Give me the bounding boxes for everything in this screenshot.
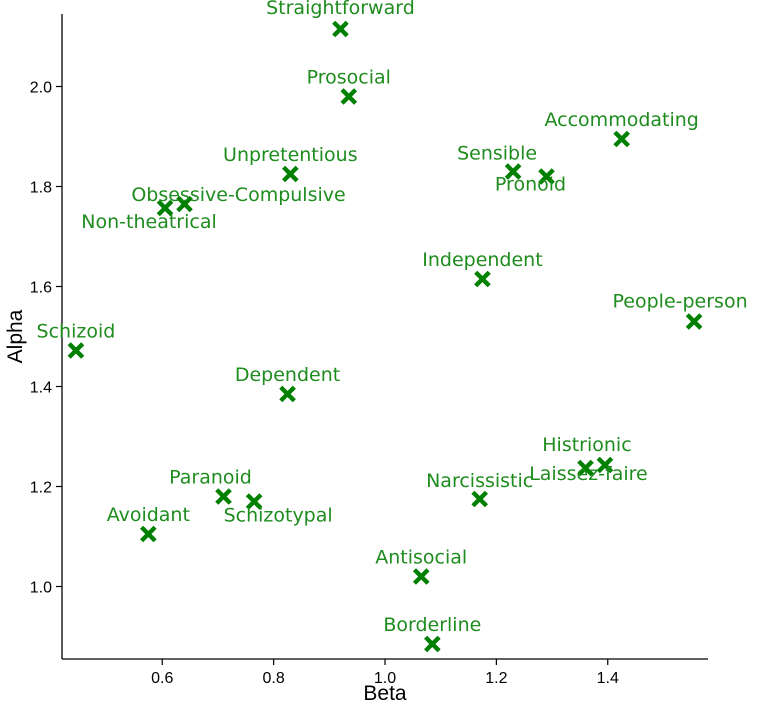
marker-dependent: [279, 385, 296, 403]
label-pronoid: Pronoid: [495, 174, 566, 196]
marker-laissez-faire: [577, 459, 594, 477]
marker-obsessive-compulsive: [176, 195, 193, 213]
marker-borderline: [424, 635, 441, 653]
marker-schizoid: [67, 342, 85, 359]
marker-straightforward: [332, 20, 349, 38]
marker-antisocial: [412, 568, 430, 585]
marker-unpretentious: [282, 165, 299, 183]
marker-non-theatrical: [156, 199, 174, 217]
x-tick-label: 1.2: [485, 670, 507, 687]
marker-sensible: [504, 163, 522, 180]
label-schizoid: Schizoid: [37, 321, 116, 343]
label-schizotypal: Schizotypal: [224, 505, 333, 527]
label-narcissistic: Narcissistic: [426, 470, 533, 492]
label-dependent: Dependent: [235, 364, 340, 386]
label-paranoid: Paranoid: [169, 467, 252, 489]
y-tick-label: 1.6: [30, 280, 52, 297]
x-axis-title: Beta: [363, 682, 407, 705]
label-antisocial: Antisocial: [375, 547, 467, 569]
y-axis-title: Alpha: [4, 309, 27, 363]
label-people-person: People-person: [613, 291, 748, 313]
marker-narcissistic: [471, 490, 488, 508]
marker-people-person: [685, 313, 703, 330]
x-tick-label: 1.0: [374, 670, 396, 687]
label-independent: Independent: [422, 249, 542, 271]
label-prosocial: Prosocial: [307, 67, 391, 89]
label-borderline: Borderline: [383, 614, 481, 636]
marker-histrionic: [596, 456, 614, 474]
x-tick-label: 1.4: [597, 670, 619, 687]
marker-accommodating: [613, 130, 630, 148]
y-tick-label: 1.4: [30, 380, 52, 397]
label-unpretentious: Unpretentious: [223, 144, 358, 166]
point-labels: Straightforward Prosocial Accommodating Unp…: [37, 0, 748, 636]
label-straightforward: Straightforward: [266, 0, 415, 19]
label-sensible: Sensible: [457, 143, 537, 165]
marker-prosocial: [340, 88, 358, 105]
x-tick-label: 0.6: [151, 670, 173, 687]
axes: 0.6 0.8 1.0 1.2 1.4 1.0 1.2 1.4 1.6 1.8 2.0: [30, 14, 708, 687]
marker-paranoid: [215, 488, 232, 505]
y-tick-label: 2.0: [30, 80, 52, 97]
label-obsessive-compulsive: Obsessive-Compulsive: [131, 184, 345, 206]
label-accommodating: Accommodating: [545, 109, 699, 131]
label-laissez-faire: Laissez-faire: [529, 463, 648, 485]
label-histrionic: Histrionic: [542, 434, 631, 456]
marker-independent: [474, 270, 491, 288]
x-tick-label: 0.8: [262, 670, 284, 687]
y-tick-label: 1.2: [30, 480, 52, 497]
marker-pronoid: [538, 168, 555, 185]
label-non-theatrical: Non-theatrical: [81, 211, 216, 233]
marker-avoidant: [140, 525, 157, 543]
data-points: [67, 20, 703, 653]
y-tick-label: 1.0: [30, 580, 52, 597]
marker-schizotypal: [245, 493, 263, 510]
label-avoidant: Avoidant: [107, 504, 190, 526]
y-tick-label: 1.8: [30, 180, 52, 197]
